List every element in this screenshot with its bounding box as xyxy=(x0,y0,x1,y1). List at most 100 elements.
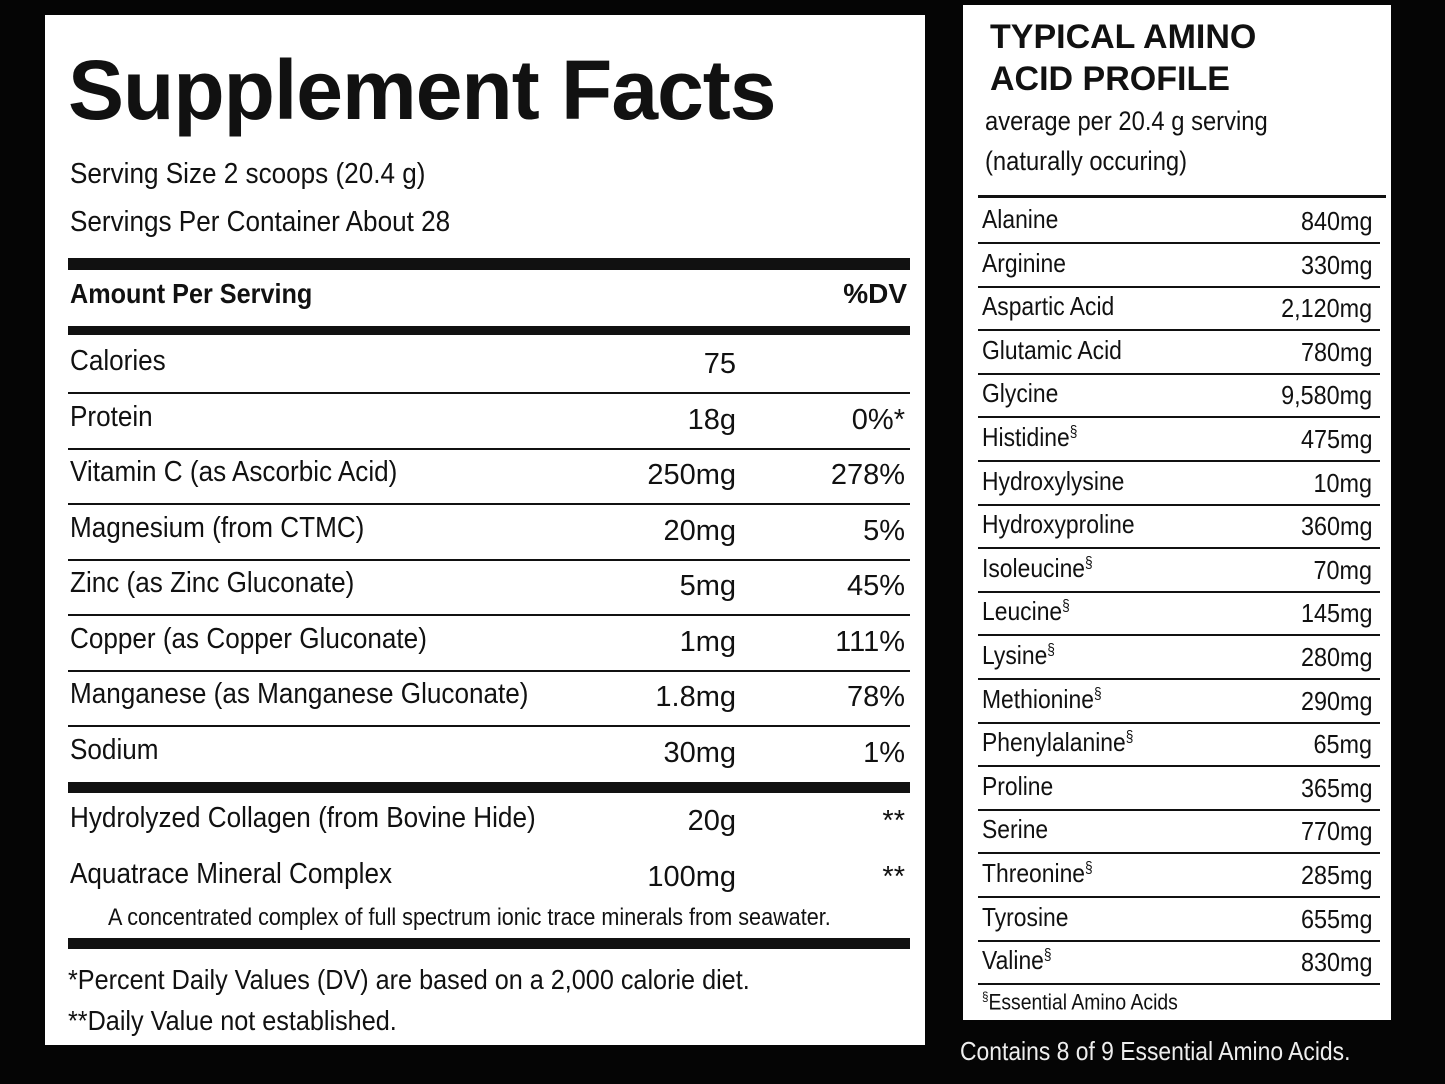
rule xyxy=(978,896,1380,898)
amino-name: Proline xyxy=(982,770,1054,801)
amino-amount: 145mg xyxy=(1300,598,1372,629)
nutrient-amount: 30mg xyxy=(663,736,736,769)
amino-name: Hydroxylysine xyxy=(982,465,1125,496)
essential-mark: § xyxy=(1093,684,1102,702)
amino-name: Valine§ xyxy=(982,945,1052,976)
rule xyxy=(978,372,1380,375)
amino-amount: 840mg xyxy=(1300,206,1372,236)
essential-mark: § xyxy=(982,989,989,1004)
dv-header: %DV xyxy=(843,278,907,309)
rule xyxy=(68,725,910,727)
rule xyxy=(978,416,1380,419)
amino-footnote: §Essential Amino Acids xyxy=(982,990,1178,1013)
nutrient-dv: ** xyxy=(882,861,905,893)
amino-amount: 780mg xyxy=(1300,336,1372,367)
nutrient-name: Calories xyxy=(70,345,166,377)
rule xyxy=(978,808,1380,811)
amino-title: TYPICAL AMINO xyxy=(990,18,1257,56)
nutrient-name: Copper (as Copper Gluconate) xyxy=(70,622,427,655)
footnote: *Percent Daily Values (DV) are based on … xyxy=(68,964,750,995)
rule xyxy=(68,558,910,561)
rule xyxy=(978,939,1380,942)
amino-name: Serine xyxy=(982,814,1049,845)
nutrient-name: Hydrolyzed Collagen (from Bovine Hide) xyxy=(70,802,536,834)
nutrient-name: Aquatrace Mineral Complex xyxy=(70,858,393,890)
rule xyxy=(68,392,910,394)
amino-name: Threonine§ xyxy=(982,858,1093,888)
amino-amount: 285mg xyxy=(1300,860,1372,890)
rule xyxy=(978,852,1380,855)
nutrient-dv: 78% xyxy=(846,681,905,713)
nutrient-amount: 1mg xyxy=(679,625,736,658)
nutrient-amount: 18g xyxy=(687,403,736,436)
nutrient-amount: 5mg xyxy=(679,570,736,602)
essential-mark: § xyxy=(1062,597,1070,615)
amount-header: Amount Per Serving xyxy=(70,278,313,309)
amino-amount: 9,580mg xyxy=(1280,380,1372,411)
amino-amount: 830mg xyxy=(1300,947,1372,978)
rule xyxy=(978,460,1380,462)
nutrient-name: Vitamin C (as Ascorbic Acid) xyxy=(70,456,398,488)
nutrient-amount: 20g xyxy=(687,805,736,837)
rule xyxy=(978,721,1380,724)
amino-amount: 330mg xyxy=(1300,249,1372,280)
amino-amount: 475mg xyxy=(1300,424,1372,454)
nutrient-amount: 1.8mg xyxy=(655,681,736,713)
rule xyxy=(978,590,1380,593)
amino-amount: 10mg xyxy=(1313,467,1372,498)
nutrient-name: Manganese (as Manganese Gluconate) xyxy=(70,678,529,710)
rule xyxy=(68,326,910,335)
rule xyxy=(978,765,1380,768)
rule xyxy=(978,678,1380,680)
amino-subtitle: average per 20.4 g serving xyxy=(985,106,1268,136)
nutrient-dv: 278% xyxy=(830,459,905,491)
amino-amount: 365mg xyxy=(1300,772,1372,803)
nutrient-amount: 75 xyxy=(703,348,736,380)
nutrient-note: A concentrated complex of full spectrum … xyxy=(108,904,831,931)
nutrient-name: Magnesium (from CTMC) xyxy=(70,511,365,544)
rule xyxy=(68,938,910,949)
title: Supplement Facts xyxy=(68,43,776,137)
supplement-panel xyxy=(45,15,925,1045)
essential-mark: § xyxy=(1069,423,1078,441)
amino-amount: 360mg xyxy=(1300,511,1372,542)
rule xyxy=(978,195,1386,198)
nutrient-amount: 250mg xyxy=(647,459,736,491)
amino-amount: 65mg xyxy=(1313,729,1372,760)
amino-name: Isoleucine§ xyxy=(982,552,1093,583)
essential-mark: § xyxy=(1085,554,1093,572)
footnote: **Daily Value not established. xyxy=(68,1005,397,1036)
rule xyxy=(978,983,1380,986)
amino-name: Lysine§ xyxy=(982,640,1055,670)
amino-amount: 70mg xyxy=(1313,554,1372,585)
nutrient-amount: 20mg xyxy=(663,514,736,547)
rule xyxy=(978,285,1380,288)
amino-name: Phenylalanine§ xyxy=(982,727,1134,758)
nutrient-dv: 0%* xyxy=(851,403,905,436)
essential-mark: § xyxy=(1125,728,1134,746)
rule xyxy=(68,258,910,270)
nutrient-dv: 111% xyxy=(835,625,905,658)
amino-subtitle: (naturally occuring) xyxy=(985,146,1188,176)
amino-amount: 2,120mg xyxy=(1280,293,1372,324)
nutrient-name: Zinc (as Zinc Gluconate) xyxy=(70,567,355,599)
nutrient-dv: 1% xyxy=(863,736,905,769)
amino-name: Histidine§ xyxy=(982,422,1078,452)
amino-name: Hydroxyproline xyxy=(982,509,1135,540)
amino-name: Alanine xyxy=(982,204,1059,234)
serving-size: Serving Size 2 scoops (20.4 g) xyxy=(70,158,426,190)
amino-amount: 290mg xyxy=(1300,685,1372,716)
amino-name: Aspartic Acid xyxy=(982,291,1115,322)
rule xyxy=(978,329,1380,332)
rule xyxy=(68,447,910,450)
amino-amount: 655mg xyxy=(1300,903,1372,934)
rule xyxy=(978,634,1380,637)
rule xyxy=(68,503,910,505)
nutrient-dv: 5% xyxy=(863,514,905,547)
amino-panel xyxy=(963,5,1391,1020)
amino-amount: 280mg xyxy=(1300,642,1372,672)
amino-footnote-text: Essential Amino Acids xyxy=(988,989,1178,1015)
rule xyxy=(68,614,910,616)
amino-name: Glutamic Acid xyxy=(982,334,1122,365)
essential-mark: § xyxy=(1043,946,1052,964)
